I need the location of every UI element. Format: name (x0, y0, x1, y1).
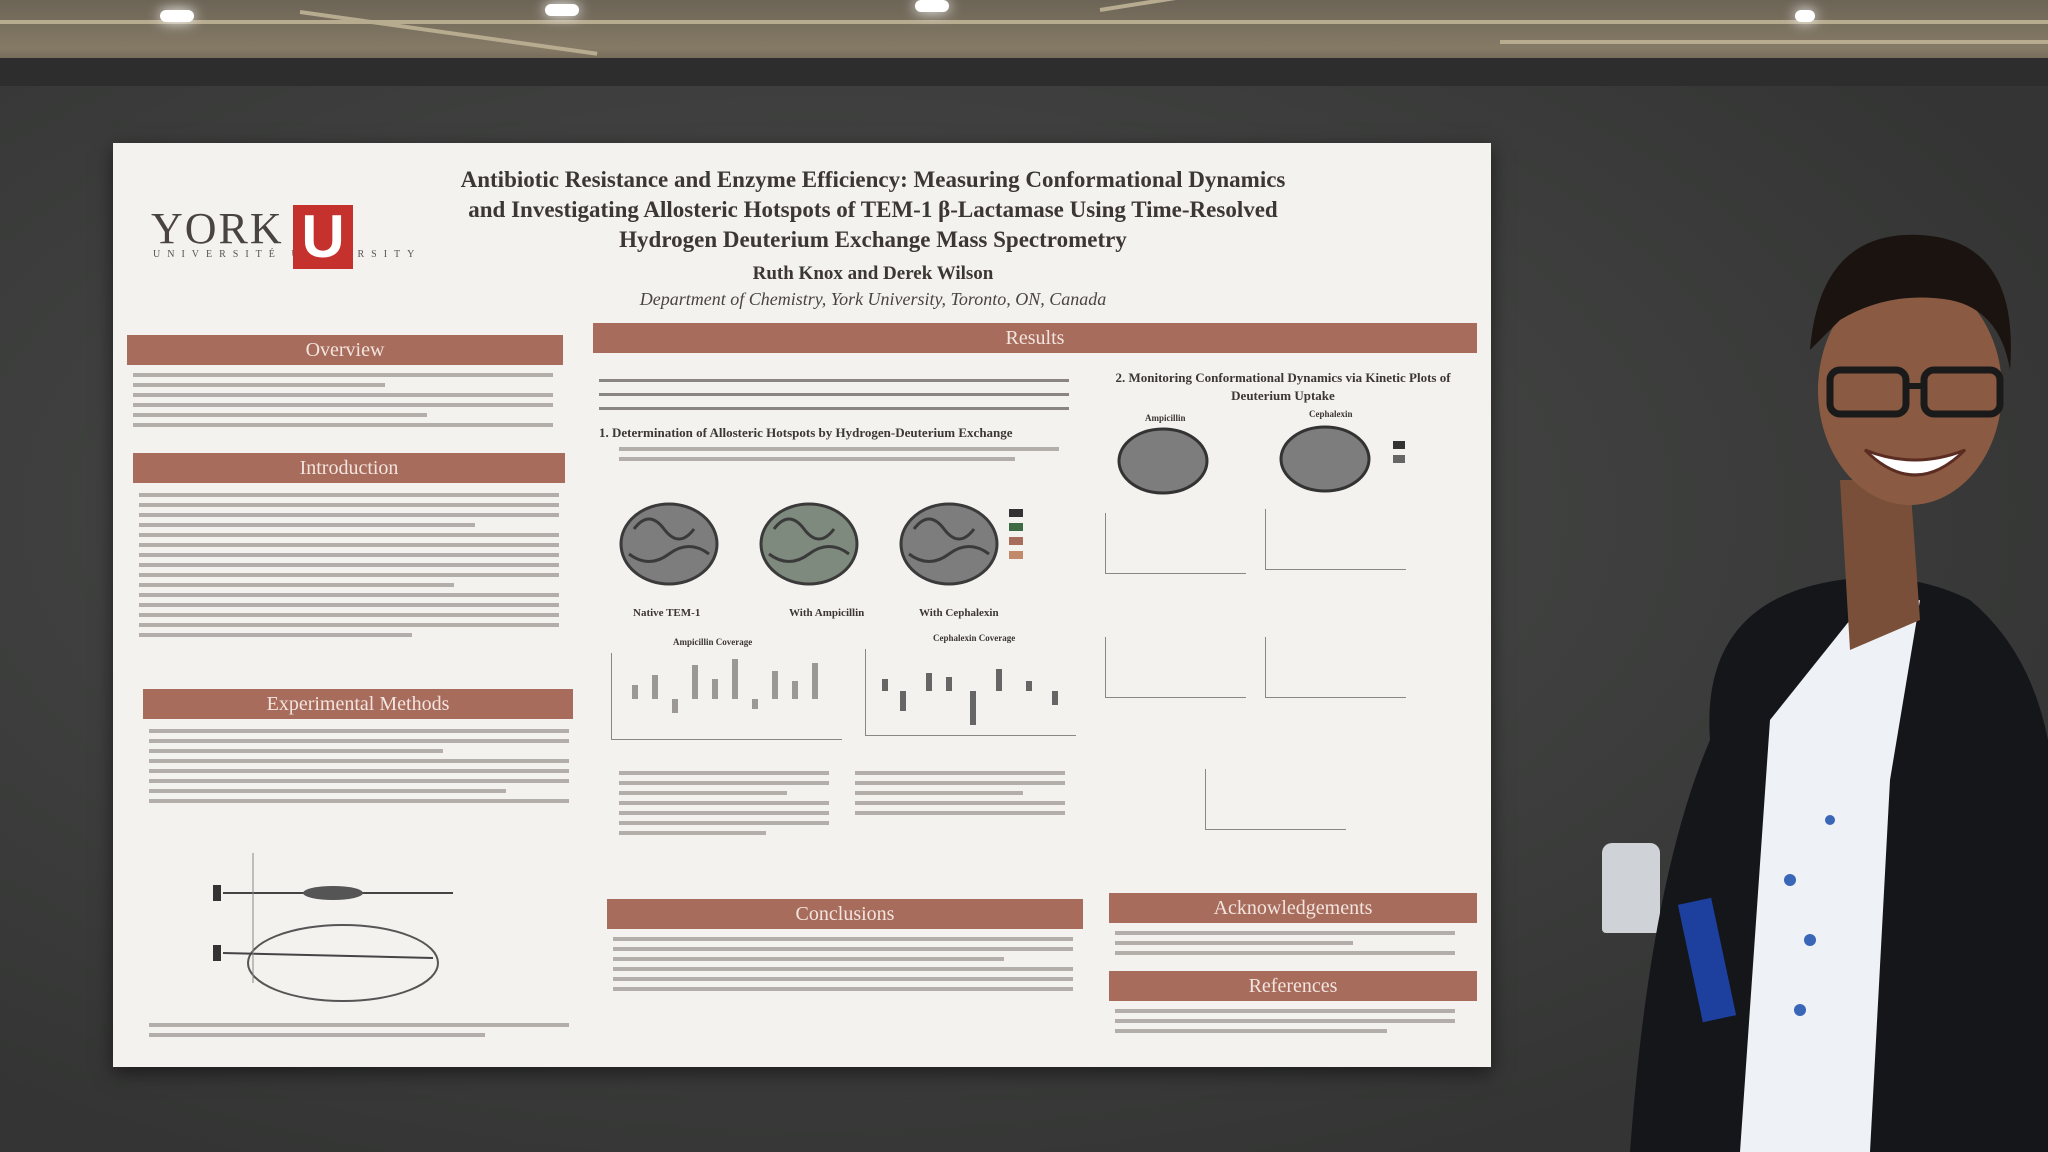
poster-authors: Ruth Knox and Derek Wilson (752, 263, 994, 284)
york-logo-mark: U (293, 205, 353, 269)
ceiling-light (1795, 10, 1815, 22)
ceiling-truss (1099, 0, 1397, 12)
protein-structures (619, 502, 1023, 586)
ampicillin-coverage-plot (611, 653, 842, 740)
sequence-line (599, 393, 1069, 396)
introduction-heading: Introduction (133, 453, 565, 483)
board-frame (0, 58, 2048, 88)
cephalexin-coverage-plot (865, 649, 1076, 736)
york-logo-sub: UNIVERSITÉ UNIVERSITY (153, 249, 422, 260)
research-poster: YORK UNIVERSITÉ UNIVERSITY U Antibiotic … (113, 143, 1491, 1067)
conclusions-heading: Conclusions (607, 899, 1083, 929)
ceiling-truss (1500, 40, 2048, 44)
coverage-title: Cephalexin Coverage (933, 633, 1016, 643)
result-heading-2: 2. Monitoring Conformational Dynamics vi… (1115, 370, 1451, 403)
result-1-notes (619, 771, 829, 841)
acknowledgements-text (1115, 931, 1455, 961)
presenter (1630, 234, 2048, 1152)
results-heading: Results (593, 323, 1477, 353)
figure-caption (149, 1023, 569, 1043)
result-1-notes (855, 771, 1065, 821)
kinetic-plot (1105, 513, 1246, 574)
references-text (1115, 1009, 1455, 1039)
acknowledgements-heading: Acknowledgements (1109, 893, 1477, 923)
title-line: Hydrogen Deuterium Exchange Mass Spectro… (619, 227, 1127, 252)
conclusions-text (613, 937, 1073, 997)
methods-heading: Experimental Methods (143, 689, 573, 719)
title-line: Antibiotic Resistance and Enzyme Efficie… (460, 167, 1286, 192)
ceiling-light (915, 0, 949, 12)
result-1-text (619, 447, 1059, 467)
kinetic-plot (1205, 769, 1346, 830)
poster-department: Department of Chemistry, York University… (639, 289, 1107, 309)
york-logo-wordmark: YORK (151, 204, 284, 253)
title-line: and Investigating Allosteric Hotspots of… (468, 197, 1278, 222)
methods-text (149, 729, 569, 809)
result-heading-1: 1. Determination of Allosteric Hotspots … (599, 425, 1013, 440)
kinetic-plot (1265, 509, 1406, 570)
overview-heading: Overview (127, 335, 563, 365)
introduction-text (139, 493, 559, 643)
protein-label: With Cephalexin (919, 607, 999, 619)
ceiling-light (160, 10, 194, 22)
ceiling-light (545, 4, 579, 16)
protein-label: With Ampicillin (789, 607, 865, 619)
references-heading: References (1109, 971, 1477, 1001)
overview-text (133, 373, 553, 433)
coverage-title: Ampicillin Coverage (673, 637, 753, 647)
paper-cup (1602, 843, 1660, 933)
sequence-line (599, 407, 1069, 410)
protein-label: Native TEM-1 (633, 607, 701, 619)
methods-schematic (213, 853, 453, 1002)
kinetic-label: Ampicillin (1145, 413, 1186, 423)
ceiling-truss (299, 10, 598, 56)
poster-title: Antibiotic Resistance and Enzyme Efficie… (373, 165, 1373, 255)
kinetic-plot (1105, 637, 1246, 698)
kinetic-structures (1117, 425, 1405, 495)
kinetic-plot (1265, 637, 1406, 698)
sequence-line (599, 379, 1069, 382)
ceiling-truss (0, 20, 2048, 24)
kinetic-label: Cephalexin (1309, 409, 1353, 419)
